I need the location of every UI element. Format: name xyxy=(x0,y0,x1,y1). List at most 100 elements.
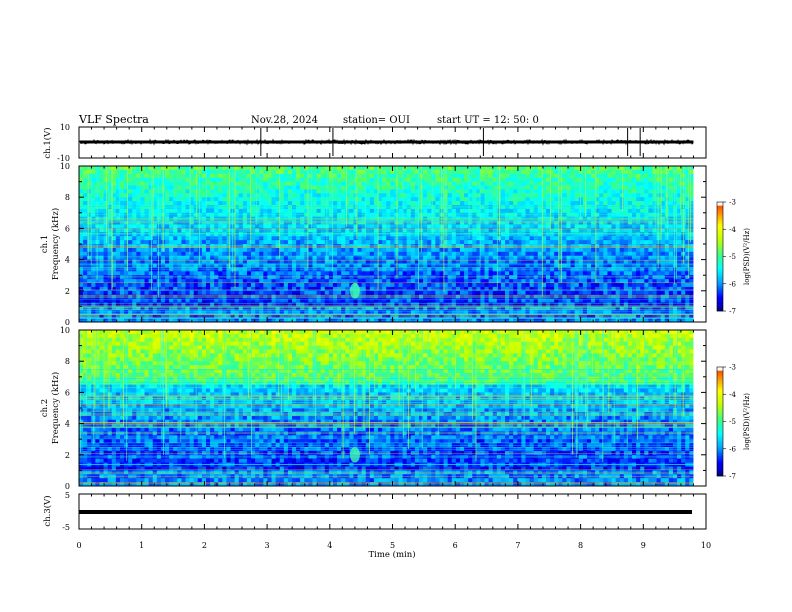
spectrogram-cell xyxy=(525,279,531,284)
spectrogram-cell xyxy=(439,259,444,264)
spectrogram-cell xyxy=(537,302,543,307)
ch1-spectrogram-image xyxy=(79,166,706,323)
spectrogram-cell xyxy=(505,189,510,194)
spectrogram-cell xyxy=(242,286,248,292)
spectrogram-cell xyxy=(173,294,178,299)
spectrogram-cell xyxy=(529,224,535,229)
spectrogram-cell xyxy=(578,294,584,299)
spectrogram-cell xyxy=(226,306,231,311)
spectrogram-cell xyxy=(165,267,170,272)
spectrogram-cell xyxy=(263,197,268,202)
spectrogram-cell xyxy=(95,298,100,303)
spectrogram-cell xyxy=(324,314,330,319)
spectrogram-cell xyxy=(484,212,490,218)
spectrogram-cell xyxy=(255,314,260,319)
spectrogram-cell xyxy=(492,263,498,268)
spectrogram-cell xyxy=(578,181,584,186)
spectrogram-cell xyxy=(107,224,113,229)
spectrogram-cell xyxy=(107,220,113,225)
spectrogram-cell xyxy=(505,275,510,280)
spectrogram-cell xyxy=(115,279,121,284)
spectrogram-cell xyxy=(124,208,129,214)
spectrogram-cell xyxy=(545,283,551,288)
spectrogram-cell xyxy=(464,259,469,264)
spectrogram-cell xyxy=(455,208,461,214)
spectrogram-cell xyxy=(496,212,502,218)
spectrogram-cell xyxy=(169,166,174,171)
spectrogram-cell xyxy=(410,286,416,292)
spectrogram-cell xyxy=(558,185,563,190)
spectrogram-cell xyxy=(468,177,473,182)
spectrogram-cell xyxy=(423,193,428,198)
spectrogram-cell xyxy=(517,212,522,218)
spectrogram-cell xyxy=(410,177,416,182)
spectrogram-cell xyxy=(447,275,453,280)
spectrogram-cell xyxy=(119,197,125,202)
spectrogram-cell xyxy=(459,220,465,225)
spectrogram-cell xyxy=(304,263,309,268)
spectrogram-cell xyxy=(242,255,248,260)
spectrogram-cell xyxy=(500,177,506,182)
spectrogram-cell xyxy=(423,224,428,229)
spectrogram-cell xyxy=(545,255,551,260)
spectrogram-cell xyxy=(128,263,133,268)
spectrogram-cell xyxy=(214,177,219,182)
spectrogram-cell xyxy=(111,197,117,202)
spectrogram-cell xyxy=(128,275,133,280)
spectrogram-cell xyxy=(251,251,256,257)
spectrogram-cell xyxy=(316,298,322,303)
spectrogram-cell xyxy=(451,212,457,218)
spectrogram-cell xyxy=(234,169,240,175)
spectrogram-cell xyxy=(439,290,444,296)
spectrogram-cell xyxy=(320,294,326,299)
spectrogram-cell xyxy=(328,279,334,284)
spectrogram-cell xyxy=(111,279,117,284)
spectrogram-cell xyxy=(251,283,256,288)
spectrogram-cell xyxy=(365,212,371,218)
spectrogram-cell xyxy=(156,212,162,218)
spectrogram-cell xyxy=(378,302,383,307)
spectrogram-cell xyxy=(193,169,199,175)
spectrogram-cell xyxy=(562,228,567,233)
spectrogram-cell xyxy=(545,193,551,198)
spectrogram-cell xyxy=(316,197,322,202)
spectrogram-cell xyxy=(451,255,457,260)
spectrogram-cell xyxy=(550,177,555,182)
spectrogram-cell xyxy=(406,197,412,202)
spectrogram-cell xyxy=(550,201,555,206)
spectrogram-cell xyxy=(87,166,92,171)
spectrogram-cell xyxy=(173,290,178,296)
spectrogram-cell xyxy=(541,185,547,190)
spectrogram-cell xyxy=(218,173,223,179)
spectrogram-cell xyxy=(492,302,498,307)
spectrogram-cell xyxy=(451,193,457,198)
spectrogram-cell xyxy=(410,314,416,319)
spectrogram-cell xyxy=(292,173,297,179)
spectrogram-cell xyxy=(103,247,109,253)
spectrogram-cell xyxy=(570,318,576,323)
spectrogram-cell xyxy=(505,314,510,319)
spectrogram-cell xyxy=(91,251,96,257)
spectrogram-cell xyxy=(124,247,129,253)
spectrogram-cell xyxy=(570,279,576,284)
spectrogram-cell xyxy=(205,279,211,284)
spectrogram-cell xyxy=(316,189,322,194)
spectrogram-cell xyxy=(119,294,125,299)
spectrogram-cell xyxy=(128,185,133,190)
spectrogram-cell xyxy=(480,302,485,307)
spectrogram-cell xyxy=(427,212,432,218)
spectrogram-cell xyxy=(238,240,244,245)
spectrogram-cell xyxy=(238,185,244,190)
spectrogram-cell xyxy=(410,306,416,311)
spectrogram-cell xyxy=(201,212,207,218)
spectrogram-cell xyxy=(320,290,326,296)
spectrogram-cell xyxy=(406,314,412,319)
spectrogram-cell xyxy=(451,185,457,190)
spectrogram-cell xyxy=(136,255,141,260)
spectrogram-cell xyxy=(537,290,543,296)
spectrogram-cell xyxy=(373,228,379,233)
spectrogram-cell xyxy=(324,318,330,323)
spectrogram-cell xyxy=(537,185,543,190)
spectrogram-cell xyxy=(128,279,133,284)
spectrogram-cell xyxy=(312,286,317,292)
